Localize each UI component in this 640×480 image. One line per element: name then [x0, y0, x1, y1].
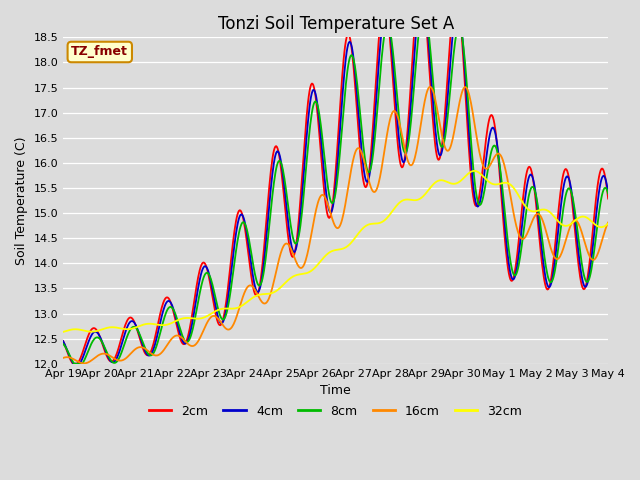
4cm	[70, 361, 77, 367]
16cm	[604, 220, 612, 226]
8cm	[419, 29, 427, 35]
2cm	[210, 303, 218, 309]
4cm	[60, 338, 67, 344]
4cm	[604, 190, 612, 195]
Line: 8cm: 8cm	[63, 32, 608, 364]
8cm	[60, 341, 67, 347]
32cm	[418, 195, 426, 201]
8cm	[69, 359, 77, 365]
2cm	[126, 315, 134, 321]
8cm	[181, 338, 189, 344]
16cm	[181, 338, 189, 344]
16cm	[81, 360, 88, 366]
32cm	[69, 326, 77, 332]
4cm	[69, 360, 77, 366]
16cm	[426, 84, 434, 90]
32cm	[470, 168, 478, 174]
2cm	[403, 132, 411, 137]
4cm	[210, 295, 218, 301]
2cm	[60, 338, 67, 344]
16cm	[60, 355, 67, 361]
8cm	[70, 361, 78, 367]
16cm	[419, 111, 426, 117]
16cm	[403, 154, 410, 159]
8cm	[381, 29, 389, 35]
4cm	[126, 319, 134, 325]
2cm	[69, 361, 77, 367]
2cm	[604, 196, 612, 202]
Y-axis label: Soil Temperature (C): Soil Temperature (C)	[15, 136, 28, 265]
2cm	[181, 340, 189, 346]
32cm	[180, 315, 188, 321]
8cm	[126, 327, 134, 333]
X-axis label: Time: Time	[320, 384, 351, 397]
Text: TZ_fmet: TZ_fmet	[71, 46, 128, 59]
32cm	[604, 221, 612, 227]
8cm	[210, 288, 218, 294]
16cm	[210, 313, 218, 319]
16cm	[69, 356, 77, 362]
Line: 32cm: 32cm	[63, 171, 608, 332]
8cm	[403, 146, 411, 152]
2cm	[376, 29, 384, 35]
Legend: 2cm, 4cm, 8cm, 16cm, 32cm: 2cm, 4cm, 8cm, 16cm, 32cm	[144, 400, 527, 423]
4cm	[419, 29, 427, 35]
32cm	[209, 310, 217, 315]
32cm	[125, 326, 133, 332]
2cm	[70, 361, 77, 367]
Line: 2cm: 2cm	[63, 32, 608, 364]
32cm	[60, 329, 67, 335]
8cm	[604, 191, 612, 196]
4cm	[403, 143, 411, 149]
Title: Tonzi Soil Temperature Set A: Tonzi Soil Temperature Set A	[218, 15, 454, 33]
16cm	[126, 352, 134, 358]
2cm	[419, 29, 427, 35]
Line: 16cm: 16cm	[63, 87, 608, 363]
4cm	[181, 341, 189, 347]
4cm	[378, 29, 385, 35]
32cm	[402, 197, 410, 203]
Line: 4cm: 4cm	[63, 32, 608, 364]
